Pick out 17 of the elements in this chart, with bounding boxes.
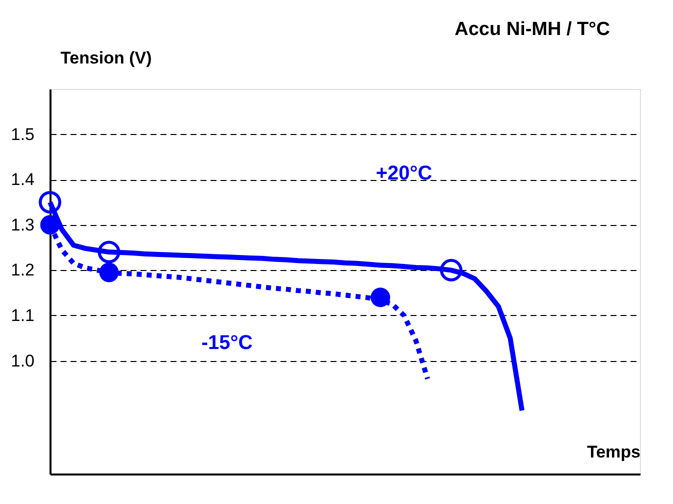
annotation: -15°C — [201, 332, 253, 354]
y-tick-label: 1.5 — [10, 124, 34, 144]
point — [440, 258, 462, 282]
point — [370, 288, 390, 308]
y-tick-label: 1.1 — [10, 306, 34, 325]
y-axis-title: Tension (V) — [60, 48, 152, 68]
y-tick-label: 1.0 — [10, 351, 34, 370]
point — [99, 262, 119, 282]
annotation: +20°C — [376, 162, 432, 185]
point — [98, 240, 120, 264]
point — [40, 215, 60, 235]
y-tick-label: 1.3 — [10, 215, 34, 234]
y-tick-label: 1.4 — [10, 170, 34, 190]
x-axis-title: Temps — [586, 442, 640, 462]
point — [38, 191, 62, 214]
y-tick-label: 1.2 — [10, 260, 34, 280]
chart-title: Accu Ni-MH / T°C — [454, 19, 610, 40]
